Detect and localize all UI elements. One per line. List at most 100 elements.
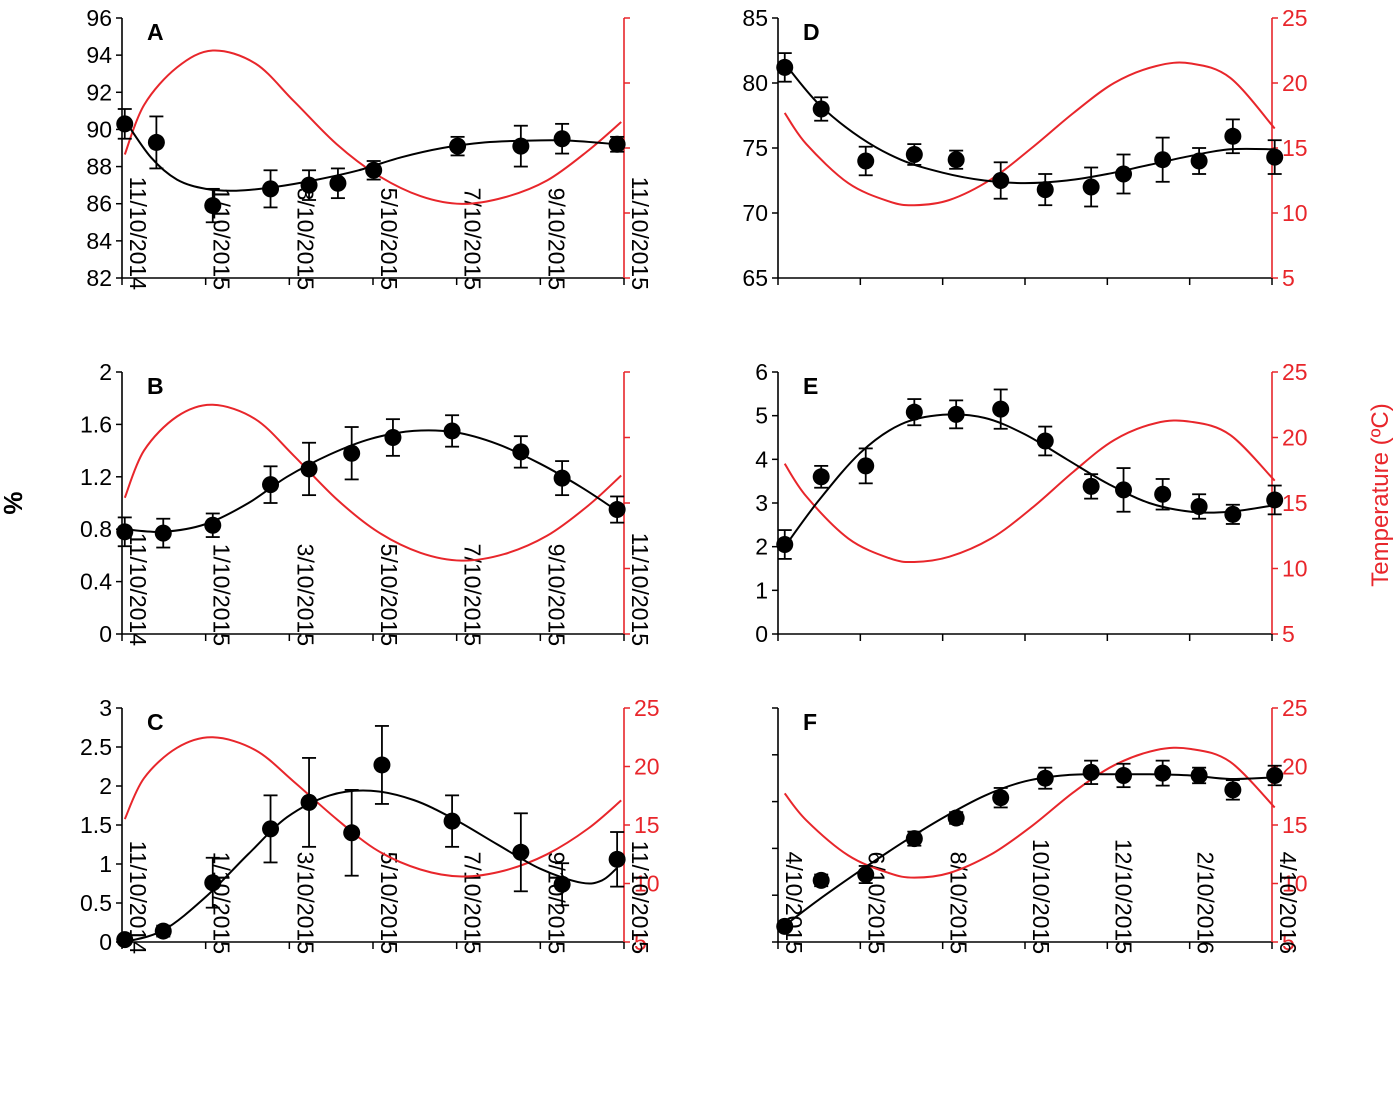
- right-tick-label: 15: [634, 812, 660, 838]
- x-tick-label: 4/10/2015: [781, 852, 807, 954]
- data-point: [947, 405, 965, 423]
- data-point: [1115, 481, 1133, 499]
- right-tick-label: 10: [634, 871, 660, 897]
- data-point: [204, 197, 222, 215]
- x-tick-label: 5/10/2015: [376, 544, 402, 646]
- left-tick-label: 5: [755, 403, 768, 429]
- left-tick-label: 0: [755, 621, 768, 647]
- right-tick-label: 10: [1282, 871, 1308, 897]
- left-tick-label: 86: [86, 191, 112, 217]
- data-point: [154, 524, 172, 542]
- left-tick-label: 0.8: [80, 516, 112, 542]
- x-tick-label: 12/10/2015: [1110, 839, 1136, 954]
- fit-line: [783, 413, 1275, 548]
- right-tick-label: 15: [1282, 812, 1308, 838]
- data-point: [116, 115, 134, 133]
- data-point: [553, 130, 571, 148]
- right-tick-label: 10: [1282, 556, 1308, 582]
- left-tick-label: 3: [99, 695, 112, 721]
- data-point: [329, 174, 347, 192]
- left-tick-label: 82: [86, 265, 112, 291]
- data-point: [1190, 766, 1208, 784]
- data-point: [1082, 763, 1100, 781]
- data-point: [1190, 497, 1208, 515]
- left-tick-label: 4: [755, 446, 768, 472]
- x-tick-label: 9/10/2015: [543, 852, 569, 954]
- panel-label: E: [803, 373, 818, 399]
- data-point: [300, 460, 318, 478]
- data-point: [512, 443, 530, 461]
- left-tick-label: 85: [742, 5, 768, 31]
- data-point: [365, 161, 383, 179]
- right-tick-label: 20: [1282, 70, 1308, 96]
- x-tick-label: 2/10/2016: [1193, 852, 1219, 954]
- left-tick-label: 88: [86, 154, 112, 180]
- data-point: [1224, 505, 1242, 523]
- x-tick-label: 7/10/2015: [460, 852, 486, 954]
- left-tick-label: 2.5: [80, 734, 112, 760]
- data-point: [608, 135, 626, 153]
- data-point: [154, 922, 172, 940]
- x-tick-label: 11/10/2015: [627, 177, 653, 290]
- data-point: [116, 931, 134, 949]
- left-tick-label: 1.5: [80, 812, 112, 838]
- data-point: [812, 871, 830, 889]
- right-tick-label: 20: [1282, 425, 1308, 451]
- panel-label: B: [147, 373, 164, 399]
- data-point: [857, 457, 875, 475]
- data-point: [300, 176, 318, 194]
- left-tick-label: 65: [742, 265, 768, 291]
- data-point: [1115, 165, 1133, 183]
- right-tick-label: 5: [1282, 929, 1295, 955]
- left-tick-label: 94: [86, 42, 112, 68]
- data-point: [857, 866, 875, 884]
- data-point: [992, 400, 1010, 418]
- left-axis-label: %: [0, 491, 28, 514]
- panels-group: 82 84 86 88 90 92 94 96 11/10/2014 1/10/2015 3/10/…: [80, 5, 1308, 955]
- data-point: [947, 809, 965, 827]
- data-point: [992, 789, 1010, 807]
- x-tick-label: 5/10/2015: [376, 188, 402, 290]
- left-tick-label: 96: [86, 5, 112, 31]
- data-point: [262, 476, 280, 494]
- data-point: [776, 535, 794, 553]
- x-tick-label: 11/10/2014: [125, 533, 151, 647]
- data-point: [443, 812, 461, 830]
- panel-label: C: [147, 709, 164, 735]
- data-point: [812, 468, 830, 486]
- x-tick-label: 3/10/2015: [292, 544, 318, 646]
- right-tick-label: 20: [1282, 754, 1308, 780]
- left-tick-label: 3: [755, 490, 768, 516]
- right-tick-label: 5: [1282, 621, 1295, 647]
- data-point: [776, 58, 794, 76]
- right-tick-label: 15: [1282, 135, 1308, 161]
- data-point: [1115, 766, 1133, 784]
- left-tick-label: 1: [755, 577, 768, 603]
- left-tick-label: 1.6: [80, 411, 112, 437]
- data-point: [776, 917, 794, 935]
- chart-panel-b: 0 0.4 0.8 1.2 1.6 2 11/10/2014 1/10/2015 3/10/20…: [80, 359, 653, 647]
- data-point: [905, 146, 923, 163]
- left-tick-label: 92: [86, 79, 112, 105]
- right-tick-label: 25: [1282, 5, 1308, 31]
- data-point: [343, 824, 361, 842]
- data-point: [443, 422, 461, 440]
- left-tick-label: 0.4: [80, 569, 112, 595]
- chart-panel-d: 65 70 75 80 85 5 10 15 20 25 D: [742, 5, 1307, 291]
- x-tick-label: 11/10/2015: [627, 533, 653, 646]
- left-tick-label: 70: [742, 200, 768, 226]
- left-tick-label: 0: [99, 621, 112, 647]
- data-point: [992, 172, 1010, 189]
- right-tick-label: 5: [1282, 265, 1295, 291]
- panel-label: A: [147, 19, 164, 45]
- left-tick-label: 1: [99, 851, 112, 877]
- data-point: [204, 874, 222, 892]
- right-tick-label: 20: [634, 754, 660, 780]
- left-tick-label: 0: [99, 929, 112, 955]
- data-point: [1154, 485, 1172, 503]
- left-tick-label: 0.5: [80, 890, 112, 916]
- left-tick-label: 6: [755, 359, 768, 385]
- data-point: [1266, 148, 1284, 166]
- data-point: [1190, 152, 1208, 170]
